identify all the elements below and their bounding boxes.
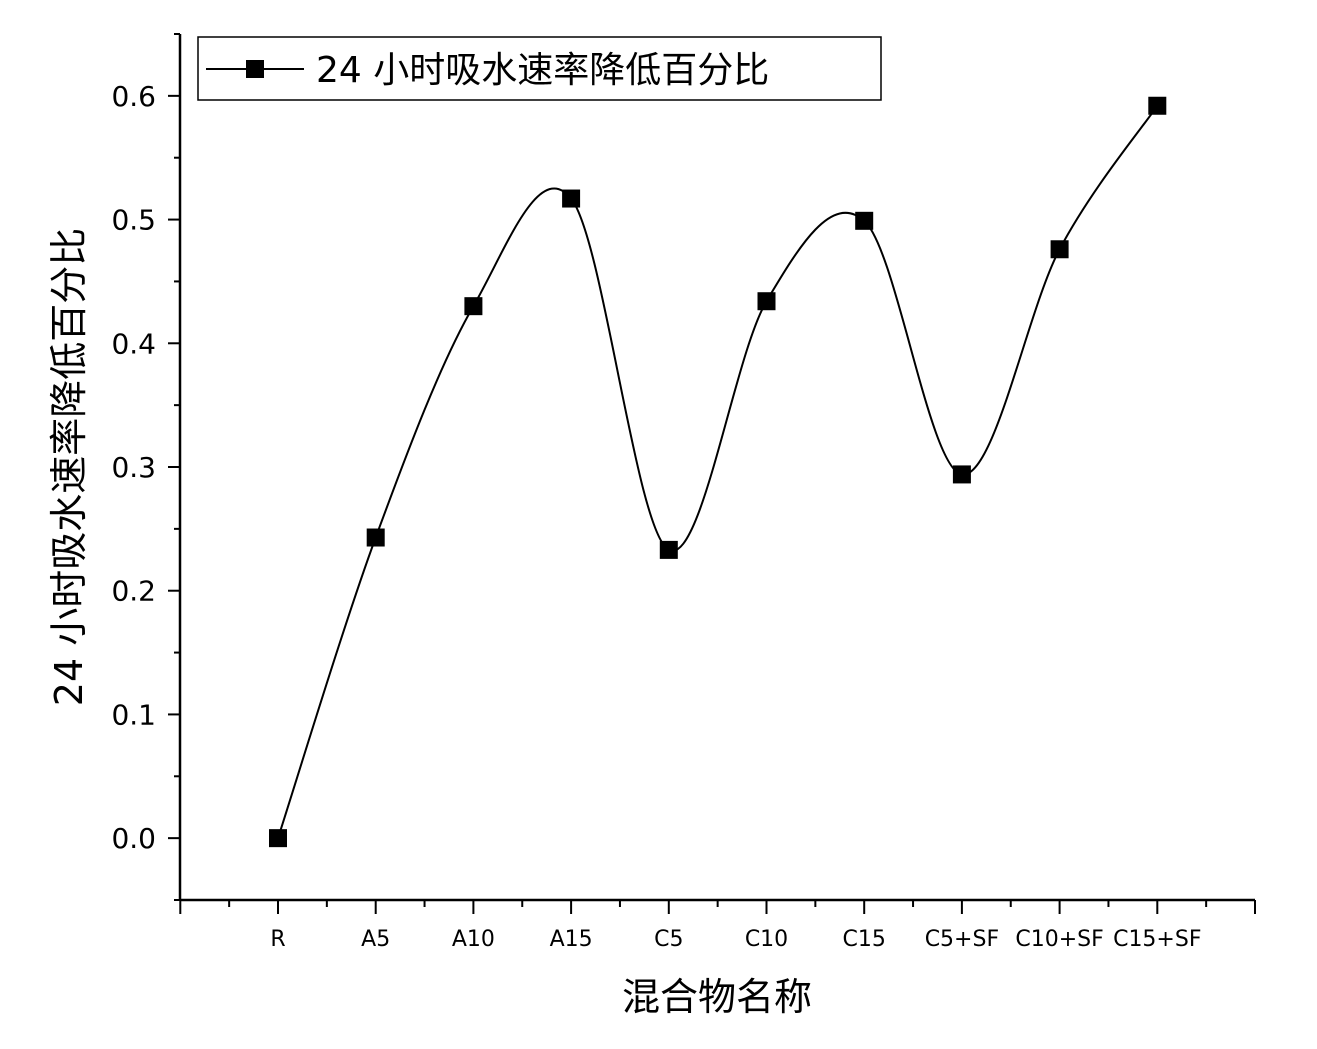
x-tick-label: A10 [452, 927, 495, 952]
y-ticks: 0.0 0.1 0.2 0.3 0.4 0.5 0.6 [111, 33, 180, 901]
x-tick-label: A5 [361, 927, 390, 952]
y-axis-title: 24 小时吸水速率降低百分比 [47, 228, 91, 706]
x-tick-label: C15 [843, 927, 886, 952]
x-tick-label: C10 [745, 927, 788, 952]
data-point-marker [366, 528, 385, 547]
data-point-marker [855, 211, 874, 230]
x-ticks: R A5 A10 A15 C5 C10 C15 C5+SF C10+SF C15+SF [179, 900, 1256, 952]
data-point-marker [757, 292, 776, 311]
y-tick-label: 0.3 [111, 451, 156, 484]
data-point-marker [952, 465, 971, 484]
x-tick-label: C10+SF [1015, 927, 1103, 952]
y-tick-label: 0.1 [111, 698, 156, 731]
data-point-marker [1148, 96, 1167, 115]
x-tick-label: C5 [654, 927, 683, 952]
data-point-marker [269, 829, 287, 848]
y-tick-label: 0.4 [111, 327, 156, 360]
x-tick-label: R [270, 927, 285, 952]
y-tick-label: 0.2 [111, 575, 156, 608]
legend-marker-sample [246, 60, 264, 78]
data-point-marker [1050, 240, 1069, 259]
x-tick-label: C15+SF [1113, 927, 1201, 952]
y-tick-label: 0.6 [111, 80, 156, 113]
series-group [269, 96, 1167, 848]
axes [178, 34, 1255, 902]
x-tick-label: A15 [550, 927, 593, 952]
legend-box [197, 36, 882, 101]
legend: 24 小时吸水速率降低百分比 [197, 36, 882, 101]
legend-label: 24 小时吸水速率降低百分比 [316, 50, 769, 91]
x-tick-label: C5+SF [925, 927, 999, 952]
series-line [277, 105, 1159, 839]
y-tick-label: 0.5 [111, 204, 156, 237]
x-axis-title: 混合物名称 [622, 975, 812, 1019]
data-point-marker [659, 540, 678, 559]
data-point-marker [562, 189, 581, 208]
data-point-marker [464, 297, 483, 316]
y-tick-label: 0.0 [111, 822, 156, 855]
